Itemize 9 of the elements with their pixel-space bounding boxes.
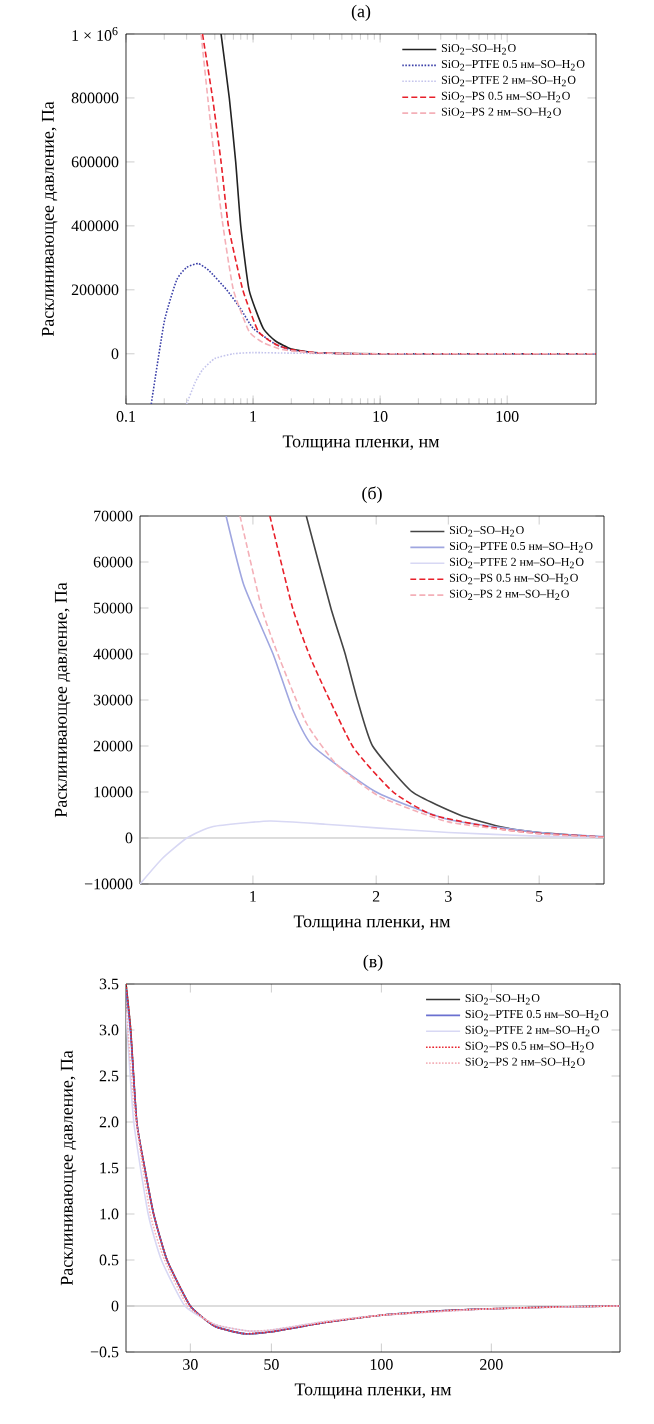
- y-axis-title: Расклинивающее давление, Па: [54, 582, 71, 818]
- x-axis-title: Толщина пленки, нм: [282, 435, 440, 451]
- y-axis-title: Расклинивающее давление, Па: [41, 101, 58, 337]
- x-axis-title: Толщина пленки, нм: [293, 915, 451, 931]
- chart-title: (б): [362, 486, 382, 503]
- chart-title: (а): [351, 4, 371, 21]
- y-axis-title: Расклинивающее давление, Па: [60, 1050, 77, 1286]
- chart-title: (в): [363, 954, 383, 971]
- x-axis-title: Толщина пленки, нм: [294, 1383, 452, 1399]
